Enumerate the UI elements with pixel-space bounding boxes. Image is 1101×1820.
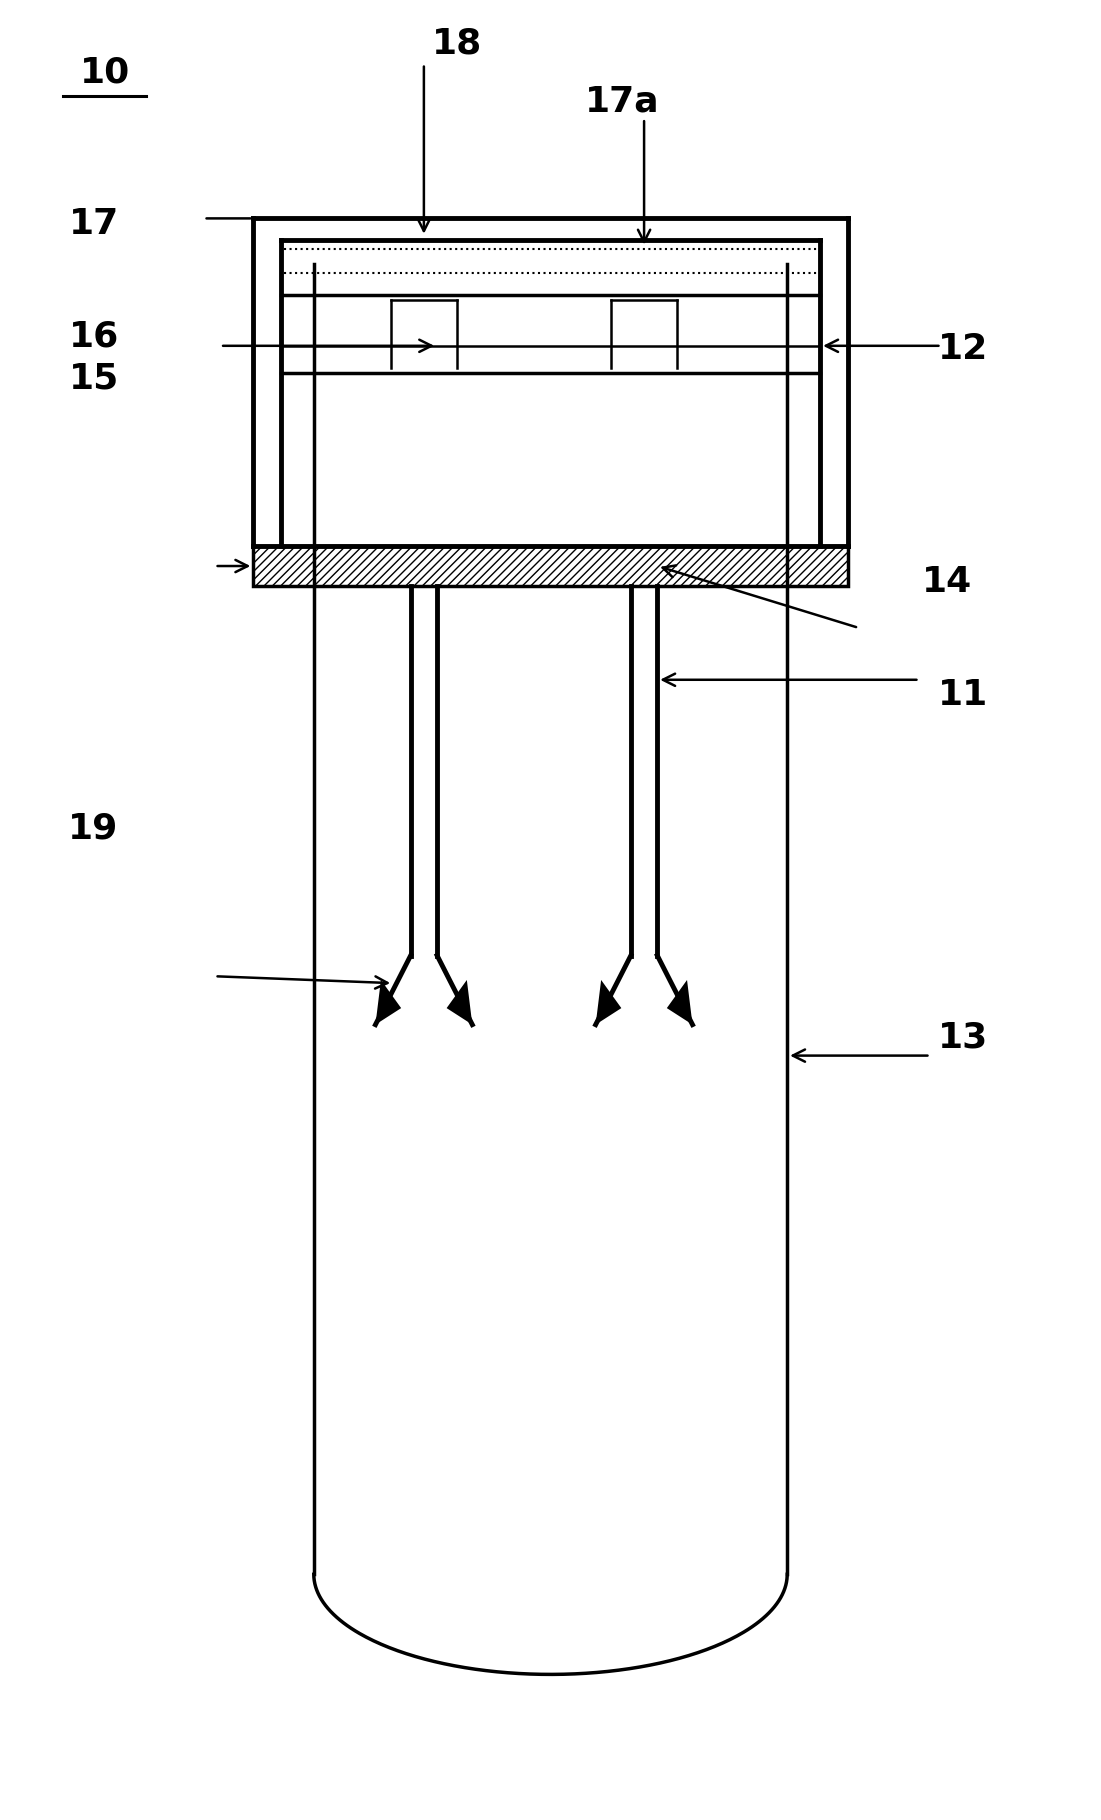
Text: 10: 10 [79, 56, 130, 89]
Polygon shape [375, 979, 401, 1025]
Polygon shape [596, 979, 621, 1025]
Text: 13: 13 [938, 1021, 989, 1054]
Text: 17a: 17a [585, 86, 659, 118]
Polygon shape [667, 979, 693, 1025]
Text: 18: 18 [432, 27, 482, 60]
Bar [253, 546, 848, 586]
Text: 14: 14 [922, 566, 972, 599]
Polygon shape [447, 979, 472, 1025]
Text: 12: 12 [938, 333, 989, 366]
Text: 19: 19 [68, 812, 119, 844]
Text: 15: 15 [68, 362, 119, 395]
Text: 17: 17 [68, 207, 119, 240]
Text: 11: 11 [938, 679, 989, 712]
Text: 16: 16 [68, 320, 119, 353]
